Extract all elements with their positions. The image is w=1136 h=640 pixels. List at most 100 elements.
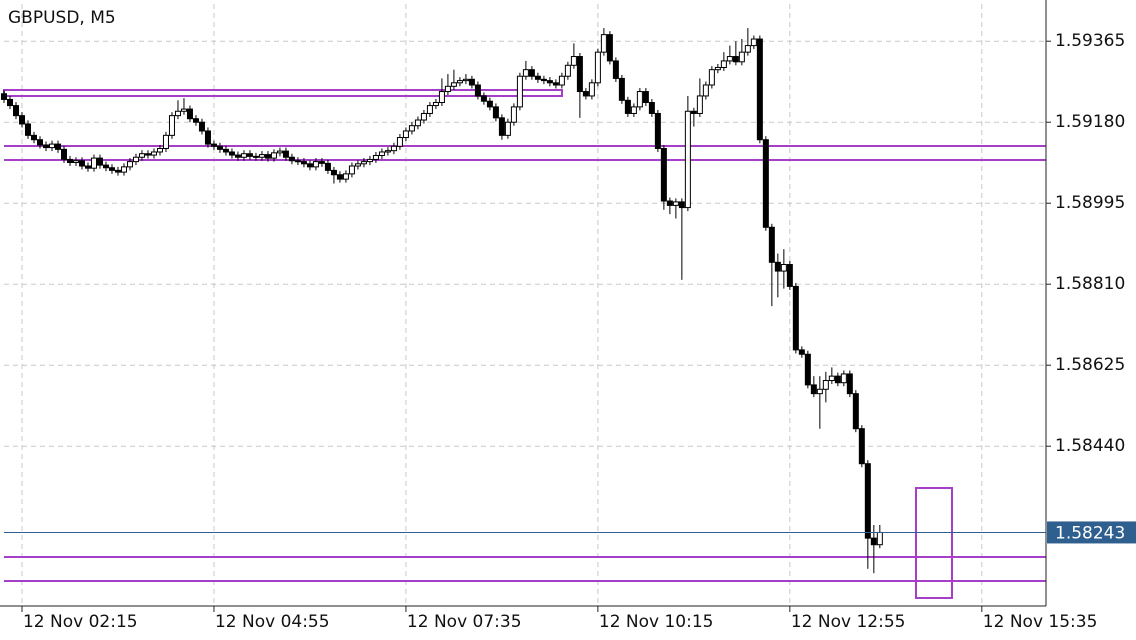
candle-body: [342, 173, 349, 180]
candle-body: [720, 60, 727, 68]
candle-body: [804, 353, 811, 386]
candle-body: [858, 428, 865, 465]
candle-body: [666, 200, 673, 206]
candle-body: [48, 143, 55, 149]
candle-body: [780, 264, 787, 272]
candle-body: [468, 78, 475, 86]
last-price-label: 1.58243: [1055, 523, 1125, 543]
candle-body: [276, 150, 283, 154]
candle-body: [660, 147, 667, 202]
candle-body: [828, 375, 835, 382]
candle-body: [300, 161, 307, 165]
last-price-box: [1047, 521, 1136, 544]
candle-body: [420, 112, 427, 121]
candle-body: [480, 95, 487, 102]
candle-body: [690, 110, 697, 114]
candle-body: [162, 134, 169, 149]
candle-body: [222, 148, 229, 153]
candle-body: [786, 264, 793, 287]
candle-body: [510, 106, 517, 123]
candle-body: [588, 82, 595, 97]
candle-body: [522, 69, 529, 77]
candle-body: [498, 117, 505, 136]
candle-body: [180, 108, 187, 112]
candle-body: [78, 160, 85, 167]
candle-body: [798, 349, 805, 355]
candle-body: [186, 108, 193, 120]
candle-body: [768, 226, 775, 263]
candle-body: [744, 45, 751, 53]
candle-body: [384, 150, 391, 153]
candle-body: [762, 139, 769, 228]
candles: [1, 28, 883, 574]
candle-body: [654, 112, 661, 149]
candle-body: [114, 169, 121, 173]
candle-body: [546, 80, 553, 84]
candle-body: [456, 80, 463, 84]
candle-body: [348, 165, 355, 175]
candle-body: [516, 75, 523, 108]
candle-body: [102, 164, 109, 169]
candle-body: [174, 110, 181, 117]
candle-body: [414, 119, 421, 127]
candle-body: [144, 153, 151, 156]
candle-body: [552, 82, 559, 86]
candle-body: [132, 156, 139, 163]
candle-body: [876, 531, 883, 546]
candle-body: [252, 155, 259, 158]
candle-body: [168, 115, 175, 136]
candle-body: [24, 123, 31, 136]
candle-body: [822, 380, 829, 390]
candle-body: [1, 93, 7, 100]
candle-body: [192, 118, 199, 123]
candle-body: [30, 134, 37, 141]
candle-body: [150, 151, 157, 156]
x-tick-label: 12 Nov 04:55: [215, 612, 330, 632]
candle-body: [246, 153, 253, 157]
candle-body: [306, 163, 313, 168]
candle-body: [648, 102, 655, 114]
candle-body: [486, 100, 493, 108]
y-tick-label: 1.58810: [1055, 274, 1125, 294]
candle-body: [228, 151, 235, 156]
candle-body: [270, 152, 277, 159]
x-tick-label: 12 Nov 07:35: [407, 612, 522, 632]
candle-body: [72, 160, 79, 163]
candle-body: [18, 115, 25, 125]
candle-body: [42, 144, 49, 149]
candle-body: [138, 153, 145, 158]
candle-body: [54, 143, 61, 150]
candle-body: [318, 161, 325, 164]
candle-body: [282, 150, 289, 158]
candle-body: [12, 105, 19, 117]
candle-body: [600, 34, 607, 53]
candle-body: [732, 56, 739, 63]
candle-body: [708, 69, 715, 86]
candle-body: [606, 34, 613, 62]
candle-body: [330, 169, 337, 176]
candle-body: [108, 167, 115, 171]
candle-body: [216, 145, 223, 150]
candle-body: [156, 147, 163, 153]
candle-body: [366, 158, 373, 163]
x-tick-label: 12 Nov 02:15: [23, 612, 138, 632]
candle-body: [564, 64, 571, 77]
candle-body: [576, 56, 583, 93]
candle-body: [96, 157, 103, 166]
x-tick-label: 12 Nov 12:55: [791, 612, 906, 632]
candle-body: [390, 145, 397, 152]
candle-body: [360, 161, 367, 165]
candle-body: [504, 121, 511, 136]
x-tick-label: 12 Nov 15:35: [983, 612, 1098, 632]
candle-body: [642, 91, 649, 104]
chart-title: GBPUSD, M5: [8, 8, 116, 28]
candle-body: [528, 69, 535, 77]
candle-body: [618, 77, 625, 101]
candle-body: [714, 66, 721, 71]
candle-body: [396, 137, 403, 147]
candle-body: [792, 285, 799, 351]
candle-body: [462, 78, 469, 82]
candle-body: [126, 161, 133, 168]
